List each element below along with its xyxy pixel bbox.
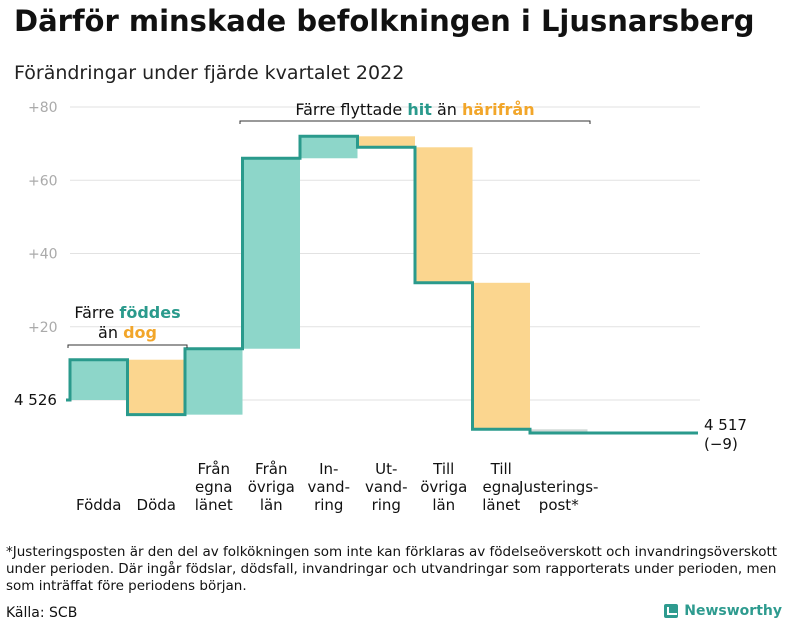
y-axis-ticks: +80 +60 +40 +20 [28, 100, 58, 336]
footnote: *Justeringsposten är den del av folkökni… [6, 544, 778, 594]
source-note: Källa: SCB [6, 605, 78, 621]
x-tick-label-line: ring [314, 496, 343, 514]
end-change-label: (−9) [704, 435, 738, 453]
annotation-text: Färre flyttade hit än härifrån [295, 100, 534, 119]
x-tick-label-line: Till [432, 460, 454, 478]
x-tick-label-line: In- [319, 460, 338, 478]
x-tick-label-line: länet [482, 496, 520, 514]
x-tick-label-line: egna [483, 478, 520, 496]
x-tick-label: Från övriga län [248, 460, 295, 514]
annotation-segment: dog [123, 323, 157, 342]
x-tick-label-line: Justerings- [518, 478, 598, 496]
bar-5 [300, 136, 358, 159]
bar-4 [242, 158, 300, 349]
y-tick-label: +20 [28, 320, 58, 336]
annotation-bracket [67, 344, 188, 348]
x-tick-label-line: länet [195, 496, 233, 514]
x-tick-label: Från egna länet [195, 460, 233, 514]
start-value-label: 4 526 [14, 391, 57, 409]
x-tick-label: Födda [76, 496, 122, 514]
annotation-text: Färre föddes [74, 303, 180, 322]
x-tick-label-line: post* [539, 496, 579, 514]
x-tick-label-line: övriga [420, 478, 467, 496]
annotation-segment: härifrån [462, 100, 535, 119]
chart-title: Därför minskade befolkningen i Ljusnarsb… [14, 4, 755, 38]
bar-1 [70, 359, 128, 400]
step-line-path [66, 134, 698, 435]
brand-name: Newsworthy [684, 603, 782, 619]
x-tick-label-line: övriga [248, 478, 295, 496]
x-tick-label: Till egna länet [482, 460, 520, 514]
annotation-segment: föddes [119, 303, 180, 322]
x-tick-label-line: län [260, 496, 283, 514]
bar-8 [472, 282, 530, 430]
value-labels: 4 526 4 517(−9) [14, 391, 747, 453]
x-tick-label-line: vand- [307, 478, 350, 496]
bar-6 [357, 136, 415, 148]
bar-2 [127, 359, 185, 415]
annotation-segment: hit [407, 100, 432, 119]
x-tick-label-line: län [432, 496, 455, 514]
x-tick-label-line: Till [490, 460, 512, 478]
annotation-segment: Färre flyttade [295, 100, 407, 119]
x-tick-label-line: Födda [76, 496, 122, 514]
bar-3 [185, 348, 243, 415]
newsworthy-logo-icon [664, 604, 679, 618]
annotation-segment: än [98, 323, 123, 342]
y-tick-label: +80 [28, 100, 58, 116]
annotation-segment: än [432, 100, 462, 119]
x-tick-label-line: Ut- [375, 460, 397, 478]
annotation-segment: Färre [74, 303, 119, 322]
x-tick-label-line: Från [255, 460, 287, 478]
bar-7 [415, 147, 473, 283]
x-tick-label: Justerings-post* [518, 478, 598, 514]
x-tick-label: In-vand-ring [307, 460, 350, 514]
x-tick-label-line: vand- [365, 478, 408, 496]
x-tick-label: Döda [137, 496, 176, 514]
annotation-text: än dog [98, 323, 157, 342]
step-line [66, 134, 698, 435]
y-tick-label: +40 [28, 247, 58, 263]
bars [70, 136, 588, 433]
x-tick-label-line: Döda [137, 496, 176, 514]
x-tick-label-line: egna [195, 478, 232, 496]
gridlines [70, 106, 700, 401]
x-tick-label: Till övriga län [420, 460, 467, 514]
x-tick-label-line: Från [198, 460, 230, 478]
x-tick-label: Ut-vand-ring [365, 460, 408, 514]
bar-9 [530, 429, 588, 433]
annotation-bracket [239, 120, 591, 124]
y-tick-label: +60 [28, 173, 58, 189]
end-value-label: 4 517 [704, 416, 747, 434]
x-tick-label-line: ring [372, 496, 401, 514]
brand-logo[interactable]: Newsworthy [664, 603, 782, 619]
chart-subtitle: Förändringar under fjärde kvartalet 2022 [14, 62, 405, 84]
